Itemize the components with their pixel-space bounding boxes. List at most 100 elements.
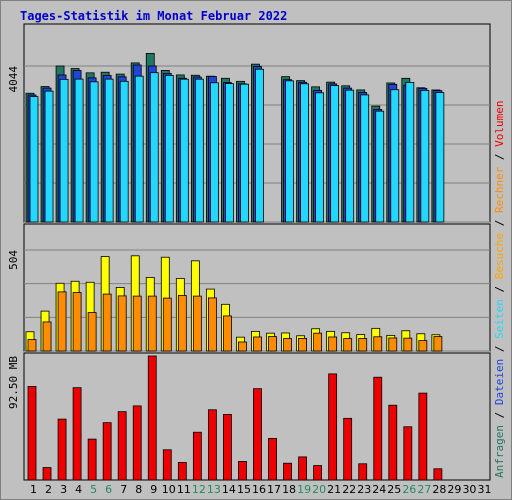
x-label-13: 13: [207, 483, 221, 496]
bar-seiten-day-8: [134, 75, 144, 223]
bar-rechner-day-10: [162, 297, 172, 352]
legend-seiten: Seiten: [493, 299, 506, 339]
x-label-2: 2: [45, 483, 52, 496]
bar-volumen-day-17: [268, 438, 277, 481]
chart-bars: [25, 53, 445, 481]
chart-title: Tages-Statistik im Monat Februar 2022: [20, 9, 287, 23]
legend-volumen: Volumen: [493, 100, 506, 146]
bar-rechner-day-14: [223, 315, 232, 352]
x-label-18: 18: [282, 483, 296, 496]
bar-seiten-day-16: [255, 68, 264, 223]
bar-seiten-day-20: [315, 92, 325, 223]
bar-seiten-day-26: [405, 81, 415, 223]
bar-rechner-day-12: [192, 295, 202, 352]
legend-separator: /: [493, 339, 506, 359]
bar-volumen-day-25: [388, 404, 398, 481]
bar-seiten-day-19: [300, 83, 309, 223]
bar-volumen-day-28: [433, 468, 443, 481]
x-label-22: 22: [342, 483, 356, 496]
x-label-5: 5: [90, 483, 97, 496]
bar-rechner-day-1: [27, 339, 37, 352]
bar-seiten-day-3: [59, 78, 69, 223]
bar-seiten-day-11: [179, 78, 189, 223]
y-max-label-top: 4044: [7, 66, 20, 93]
x-label-15: 15: [237, 483, 251, 496]
x-label-23: 23: [357, 483, 371, 496]
bar-rechner-day-18: [283, 338, 292, 352]
bar-volumen-day-21: [328, 373, 338, 481]
x-label-8: 8: [135, 483, 142, 496]
x-label-20: 20: [312, 483, 326, 496]
y-axis-labels: 4044 504 92.50 MB: [7, 66, 20, 409]
legend-rechner: Rechner: [493, 166, 506, 213]
bar-seiten-day-14: [225, 83, 234, 223]
bar-rechner-day-3: [57, 291, 67, 352]
bar-rechner-day-25: [388, 337, 398, 352]
bar-volumen-day-4: [72, 387, 82, 481]
legend-besuche: Besuche: [493, 233, 506, 279]
right-legend: Anfragen / Dateien / Seiten / Besuche / …: [493, 100, 506, 478]
bar-volumen-day-20: [313, 465, 323, 481]
bar-volumen-day-13: [207, 409, 217, 481]
x-label-28: 28: [432, 483, 446, 496]
x-label-6: 6: [105, 483, 112, 496]
bar-volumen-day-9: [147, 355, 157, 481]
bar-seiten-day-10: [164, 75, 174, 223]
bar-seiten-day-6: [104, 78, 114, 223]
bar-volumen-day-1: [27, 386, 37, 481]
bar-rechner-day-15: [238, 341, 247, 352]
bar-seiten-day-12: [194, 78, 204, 223]
x-label-21: 21: [327, 483, 341, 496]
legend-text: Anfragen / Dateien / Seiten / Besuche / …: [493, 100, 506, 478]
bar-rechner-day-24: [373, 336, 383, 352]
bar-volumen-day-22: [343, 417, 353, 481]
bar-seiten-day-2: [44, 90, 54, 223]
bar-volumen-day-8: [132, 405, 142, 481]
x-label-10: 10: [162, 483, 176, 496]
bar-rechner-day-5: [87, 312, 97, 352]
bar-volumen-day-23: [358, 463, 368, 481]
legend-separator: /: [493, 213, 506, 233]
x-label-24: 24: [372, 483, 386, 496]
legend-dateien: Dateien: [493, 359, 506, 405]
x-label-12: 12: [192, 483, 206, 496]
bar-seiten-day-18: [285, 80, 294, 223]
bar-volumen-day-27: [418, 392, 428, 481]
bar-rechner-day-23: [358, 338, 368, 352]
bar-rechner-day-22: [343, 338, 353, 352]
bar-volumen-day-6: [102, 422, 112, 481]
bar-seiten-day-1: [29, 96, 39, 223]
bar-rechner-day-6: [102, 293, 112, 352]
bar-seiten-day-25: [390, 89, 400, 223]
bar-volumen-day-26: [403, 426, 413, 481]
x-label-27: 27: [417, 483, 431, 496]
legend-separator: /: [493, 405, 506, 425]
x-label-3: 3: [60, 483, 67, 496]
bar-rechner-day-20: [313, 332, 323, 352]
bar-rechner-day-21: [328, 336, 338, 352]
bar-rechner-day-28: [433, 336, 443, 352]
y-max-label-bottom: 92.50 MB: [7, 356, 20, 409]
bar-seiten-day-23: [360, 94, 370, 223]
bar-volumen-day-12: [192, 431, 202, 481]
bar-volumen-day-5: [87, 438, 97, 481]
bar-rechner-day-19: [298, 337, 307, 352]
x-label-7: 7: [120, 483, 127, 496]
bar-rechner-day-9: [147, 295, 157, 352]
bar-volumen-day-7: [117, 411, 127, 481]
bar-seiten-day-5: [89, 81, 99, 223]
legend-separator: /: [493, 279, 506, 299]
bar-volumen-day-10: [162, 449, 172, 481]
x-axis-labels: 1 2 3 4 5 6 7 8 9 10 11 12 13 14 15 16 17 18 19 20 21 22 23 24 2…: [30, 483, 491, 496]
x-label-19: 19: [297, 483, 311, 496]
bar-rechner-day-16: [253, 336, 262, 352]
bar-seiten-day-13: [209, 82, 219, 223]
bar-rechner-day-7: [117, 295, 127, 352]
bar-rechner-day-2: [42, 321, 52, 352]
bar-seiten-day-22: [345, 89, 355, 223]
x-label-4: 4: [75, 483, 82, 496]
bar-seiten-day-15: [240, 83, 249, 223]
bar-rechner-day-26: [403, 337, 413, 352]
bar-seiten-day-27: [420, 90, 430, 223]
x-label-1: 1: [30, 483, 37, 496]
